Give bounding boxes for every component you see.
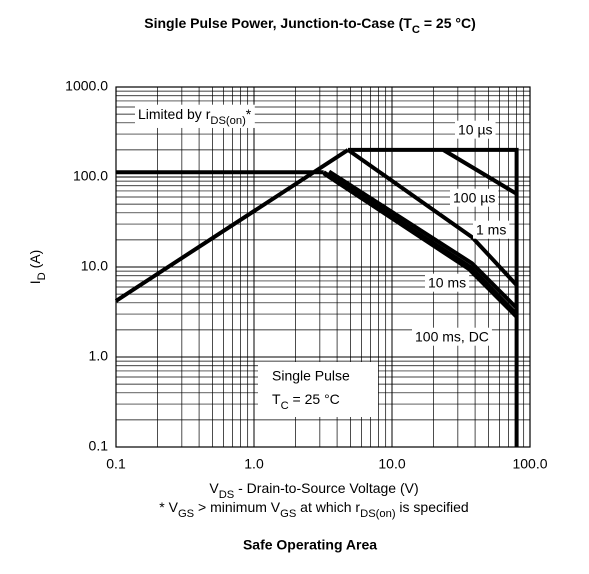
series-label: 1 ms [476,222,506,238]
y-axis-label-part: (A) [27,250,43,273]
annotation-part: = 25 °C [289,391,340,407]
series-label-bg [455,120,496,139]
x-axis-label-part: V [209,480,219,496]
series-label-bg [412,327,492,346]
annotation-box [258,362,378,417]
series-label-bg [425,273,470,292]
soa-line [348,147,519,447]
series-label: 100 µs [453,190,495,206]
footnote-part: is specified [396,499,469,515]
series-label-part: Limited by r [138,106,211,122]
chart-title: Single Pulse Power, Junction-to-Case (TC… [144,15,476,36]
chart-title-part: = 25 °C) [420,15,476,31]
y-tick-label: 10.0 [81,258,108,274]
footnote-part: at which r [296,499,360,515]
series-label: 10 ms [428,275,466,291]
footnote-part: DS(on) [360,508,396,520]
x-tick-label: 10.0 [378,456,405,472]
x-tick-label: 100.0 [512,456,547,472]
footnote-part: * V [159,499,178,515]
annotation: Single Pulse [272,368,350,384]
footnote-part: GS [178,508,194,520]
y-tick-label: 1000.0 [65,78,108,94]
x-tick-label: 1.0 [244,456,264,472]
footnote-part: > minimum V [194,499,281,515]
series-label-bg [473,220,510,239]
y-tick-label: 0.1 [89,438,109,454]
footnote: * VGS > minimum VGS at which rDS(on) is … [159,499,468,520]
soa-line [328,169,519,310]
soa-line [322,171,519,319]
soa-line [114,148,350,303]
annotation-part: C [281,400,289,412]
series-label: Limited by rDS(on)* [138,106,252,127]
series-label-part: DS(on) [210,115,246,127]
annotation: TC = 25 °C [272,391,340,412]
y-axis-label-part: I [27,280,43,284]
y-axis-label-part: D [36,272,48,280]
series-label-bg [135,104,255,128]
x-axis-label-part: - Drain-to-Source Voltage (V) [234,480,418,496]
caption: Safe Operating Area [243,537,377,553]
chart-title-part: Single Pulse Power, Junction-to-Case (T [144,15,412,31]
soa-line [346,148,519,287]
chart-title-part: C [412,24,420,36]
series-label: 100 ms, DC [415,329,489,345]
x-axis-label: VDS - Drain-to-Source Voltage (V) [209,480,418,501]
y-axis-label: ID (A) [27,250,48,285]
annotation-part: T [272,391,281,407]
series-label: 10 µs [458,122,493,138]
x-tick-label: 0.1 [106,456,126,472]
series-label-bg [450,188,499,207]
y-tick-label: 1.0 [89,348,109,364]
y-tick-label: 100.0 [73,168,108,184]
x-axis-label-part: DS [219,489,235,501]
footnote-part: GS [280,508,296,520]
series-label-part: * [246,106,252,122]
